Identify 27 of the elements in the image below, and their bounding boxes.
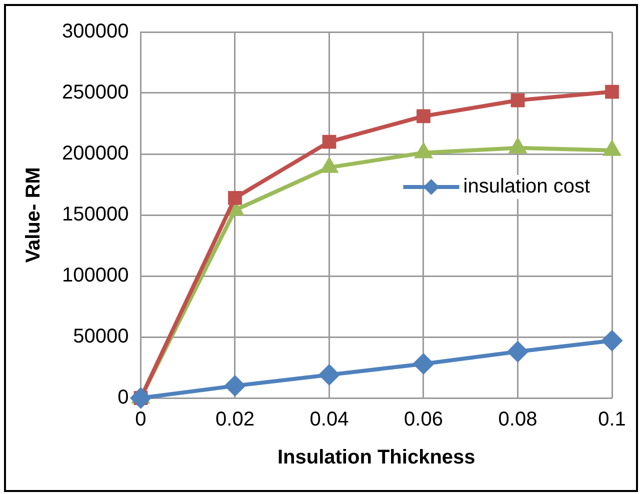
point [319, 364, 340, 385]
y-tick-label: 50000 [73, 326, 129, 348]
y-tick-label: 0 [118, 386, 129, 409]
point [510, 93, 525, 108]
point [224, 376, 245, 396]
x-tick-label: 0.02 [216, 408, 254, 431]
y-tick-label: 100000 [62, 264, 129, 287]
x-axis-title: Insulation Thickness [277, 446, 476, 469]
x-tick-label: 0.04 [310, 408, 349, 431]
y-tick-label: 200000 [62, 142, 129, 165]
point [322, 134, 336, 149]
y-tick-label: 150000 [62, 204, 129, 226]
point [413, 354, 434, 374]
y-tick-label: 300000 [62, 20, 129, 43]
point [130, 388, 151, 408]
point [228, 190, 242, 205]
point [416, 109, 430, 124]
x-tick-label: 0.06 [404, 408, 443, 431]
y-tick-label: 250000 [62, 82, 129, 104]
x-tick-label: 0.08 [498, 408, 538, 431]
point [508, 342, 528, 362]
point [605, 84, 619, 99]
point [602, 330, 622, 351]
legend-label: insulation cost [463, 176, 590, 198]
x-tick-label: 0 [135, 408, 146, 431]
x-tick-label: 0.1 [598, 408, 626, 431]
y-axis-title: Value- RM [22, 167, 45, 263]
